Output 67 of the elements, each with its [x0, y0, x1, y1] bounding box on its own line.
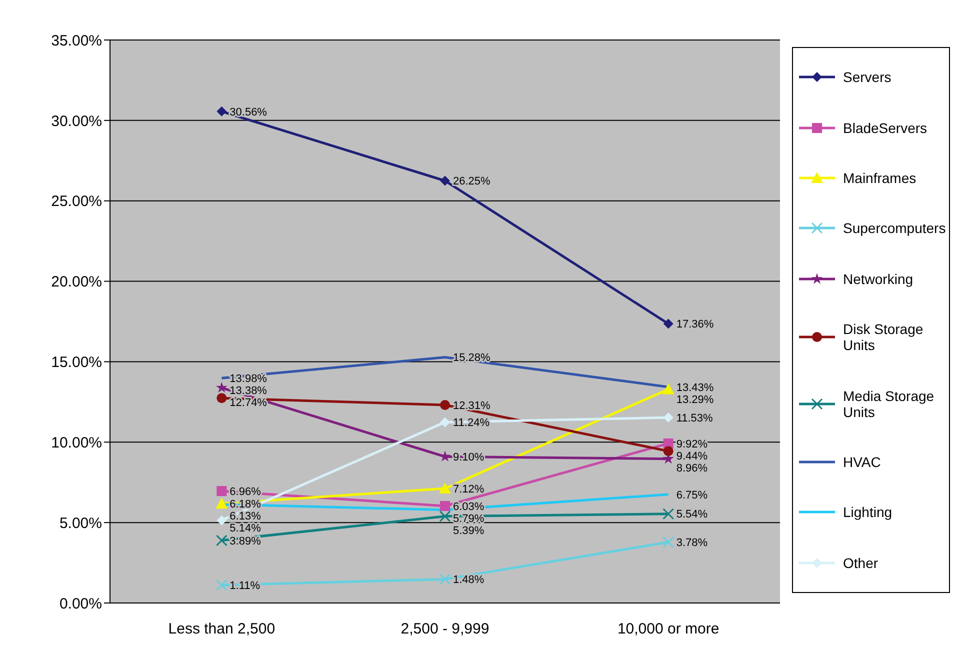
data-label: 3.78%: [676, 537, 708, 550]
data-label: 5.54%: [676, 508, 708, 521]
point: [439, 482, 451, 494]
point: [440, 501, 450, 512]
data-label: 12.31%: [453, 400, 491, 412]
legend-label: Disk Storage Units: [843, 321, 924, 354]
legend-label: Servers: [843, 69, 892, 86]
data-label: 11.53%: [676, 412, 714, 424]
data-label: 1.48%: [453, 574, 484, 586]
y-tick-label: 30.00%: [51, 112, 102, 130]
point: [662, 508, 674, 520]
data-label: 1.11%: [230, 580, 260, 592]
point: [216, 106, 227, 116]
y-tick-label: 5.00%: [59, 514, 102, 532]
legend-label: Lighting: [843, 504, 892, 520]
legend-label: HVAC: [843, 454, 881, 470]
data-label: 13.38%: [230, 384, 268, 397]
point: [216, 382, 228, 393]
x-tick-label: 2,500 - 9,999: [400, 620, 490, 638]
data-label: 13.43%: [676, 382, 714, 394]
data-label: 6.75%: [676, 489, 708, 502]
data-label: 5.39%: [453, 524, 484, 537]
y-tick-label: 10.00%: [51, 434, 102, 452]
legend-label: Supercomputers: [843, 220, 946, 236]
point: [216, 486, 227, 496]
data-label: 3.89%: [230, 535, 262, 548]
point: [440, 400, 450, 410]
data-label: 13.29%: [676, 394, 714, 406]
point: [439, 573, 451, 585]
y-tick-label: 15.00%: [51, 354, 102, 372]
data-label: 8.96%: [676, 462, 708, 474]
point: [663, 412, 674, 423]
point: [216, 534, 228, 546]
point: [662, 383, 674, 394]
point: [216, 393, 227, 404]
data-label: 30.56%: [230, 106, 268, 118]
point: [440, 417, 450, 428]
data-label: 6.13%: [230, 510, 262, 522]
legend-label: Other: [843, 554, 878, 571]
data-label: 5.14%: [230, 522, 262, 534]
y-tick-label: 35.00%: [51, 32, 102, 50]
point: [216, 579, 228, 591]
legend-label: Media Storage Units: [843, 388, 936, 420]
point: [439, 510, 451, 522]
y-tick-label: 25.00%: [51, 193, 102, 210]
legend-label: BladeServers: [843, 120, 928, 136]
point: [440, 176, 450, 186]
data-label: 11.24%: [453, 417, 490, 430]
x-tick-label: 10,000 or more: [617, 620, 720, 638]
point: [662, 536, 674, 548]
data-label: 26.25%: [453, 176, 491, 188]
data-label: 7.12%: [453, 483, 484, 496]
point: [663, 446, 674, 456]
point: [216, 498, 228, 509]
data-label: 17.36%: [676, 318, 714, 331]
data-label: 6.18%: [230, 498, 262, 510]
data-label: 12.74%: [230, 396, 268, 409]
data-label: 6.96%: [230, 486, 262, 498]
point: [216, 515, 227, 526]
legend-label: Mainframes: [843, 170, 916, 186]
y-tick-label: 0.00%: [59, 595, 102, 612]
data-label: 9.44%: [676, 450, 708, 462]
legend-label: Networking: [843, 270, 914, 287]
y-tick-label: 20.00%: [51, 274, 102, 291]
point: [663, 318, 674, 329]
data-label: 13.98%: [230, 372, 268, 385]
x-tick-label: Less than 2,500: [168, 620, 276, 638]
